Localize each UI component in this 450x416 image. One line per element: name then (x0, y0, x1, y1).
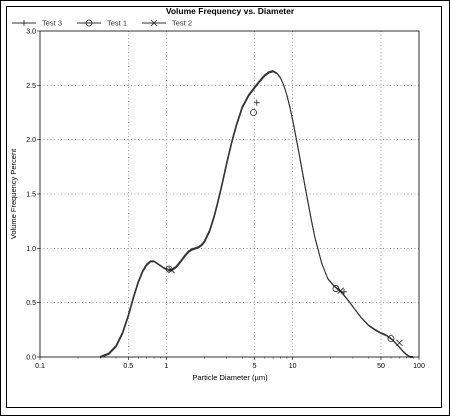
y-tick-label: 0.5 (26, 300, 36, 307)
legend-marker (150, 19, 158, 27)
x-tick-label: 10 (289, 363, 297, 370)
legend-marker (85, 19, 93, 27)
marker-test-2-b (337, 287, 344, 294)
marker-test-1 (387, 335, 395, 342)
marker-test-2-b (168, 266, 175, 274)
legend-label: Test 3 (42, 19, 62, 28)
y-tick-label: 1.0 (26, 246, 36, 253)
marker-test-2 (168, 266, 175, 274)
x-tick-label: 5 (253, 363, 257, 370)
legend-label: Test 1 (107, 19, 127, 28)
marker-test-1 (165, 265, 173, 273)
x-axis-label: Particle Diameter (µm) (192, 373, 268, 382)
marker-test-2-b (396, 339, 403, 347)
marker-test-3 (253, 99, 260, 106)
y-tick-label: 2.5 (26, 83, 36, 90)
x-tick-label: 0.1 (35, 363, 45, 370)
y-tick-label: 2.0 (26, 137, 36, 144)
grid-lines (40, 31, 419, 357)
legend-label: Test 2 (172, 19, 192, 28)
x-axis-ticks: 0.1 0.5 1 5 10 50 100 (35, 357, 425, 370)
y-axis-label: Volume Frequency Percent (9, 148, 18, 239)
series-lines (99, 70, 414, 359)
series-line-test-3 (100, 70, 414, 358)
x-tick-label: 1 (164, 363, 168, 370)
y-axis-ticks: 0.0 0.5 1.0 1.5 2.0 2.5 3.0 (26, 29, 40, 362)
legend-marker-b (150, 19, 158, 27)
chart-title: Volume Frequency vs. Diameter (166, 6, 295, 16)
series-line-test-1 (100, 71, 414, 359)
marker-test-1 (250, 109, 257, 116)
x-tick-label: 100 (413, 363, 425, 370)
chart-legend: Test 3 Test 1 Test 2 (12, 19, 192, 28)
y-tick-label: 1.5 (26, 192, 36, 199)
y-tick-label: 3.0 (26, 29, 36, 36)
marker-test-2 (337, 287, 344, 294)
series-line-test-2 (99, 70, 413, 357)
series-markers (165, 99, 403, 347)
x-tick-label: 0.5 (123, 363, 133, 370)
y-tick-label: 0.0 (26, 355, 36, 362)
inner-frame (6, 6, 442, 408)
marker-test-2 (396, 339, 403, 347)
x-tick-label: 50 (377, 363, 385, 370)
legend-marker (21, 20, 27, 26)
